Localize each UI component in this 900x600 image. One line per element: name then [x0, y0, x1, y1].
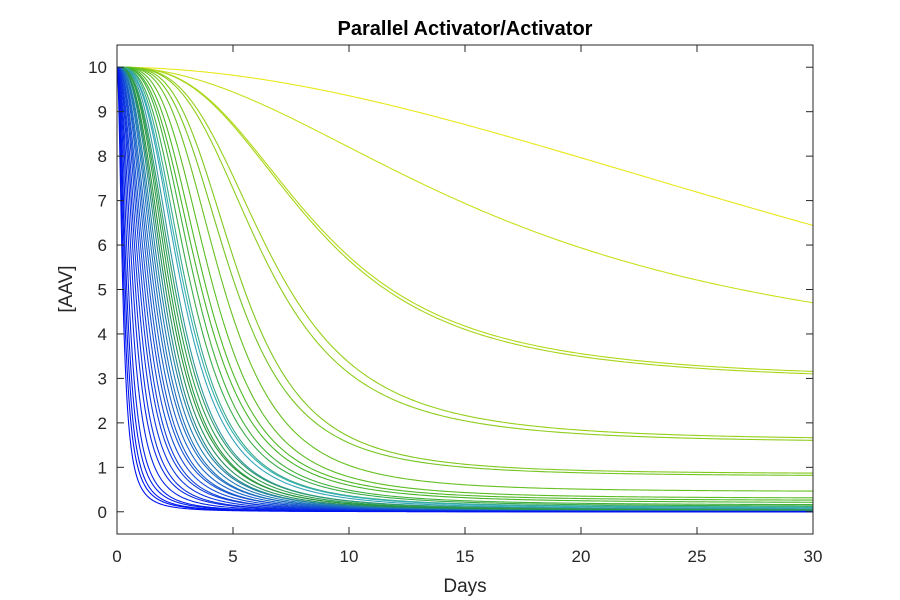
x-tick-label: 10	[340, 547, 359, 566]
series-line-17	[117, 66, 814, 510]
plot-area-box	[116, 44, 814, 535]
series-line-15	[117, 66, 814, 508]
y-tick-label: 7	[98, 192, 107, 211]
y-tick-label: 9	[98, 103, 107, 122]
series-line-22	[117, 66, 813, 512]
y-tick-label: 6	[98, 236, 107, 255]
y-tick-label: 10	[88, 58, 107, 77]
y-axis-label: [AAV]	[56, 265, 77, 312]
x-tick-label: 25	[688, 547, 707, 566]
y-tick-label: 0	[98, 503, 107, 522]
x-tick-label: 30	[804, 547, 823, 566]
y-tick-label: 8	[98, 147, 107, 166]
y-tick-label: 4	[98, 325, 107, 344]
y-tick-label: 3	[98, 369, 107, 388]
x-tick-label: 15	[456, 547, 475, 566]
x-tick-label: 5	[228, 547, 237, 566]
series-line-43	[116, 66, 813, 513]
y-tick-label: 2	[98, 414, 107, 433]
x-axis-label: Days	[443, 576, 486, 597]
y-tick-label: 5	[98, 281, 107, 300]
series-group	[116, 66, 814, 513]
ticks-group: 0 5 10 15 20 25 30 0 1 2 3 4 5 6 7 8 9 10	[88, 45, 822, 566]
chart-title: Parallel Activator/Activator	[338, 18, 593, 40]
x-tick-label: 20	[572, 547, 591, 566]
series-line-13	[117, 66, 814, 506]
x-tick-label: 0	[112, 547, 121, 566]
y-tick-label: 1	[98, 458, 107, 477]
